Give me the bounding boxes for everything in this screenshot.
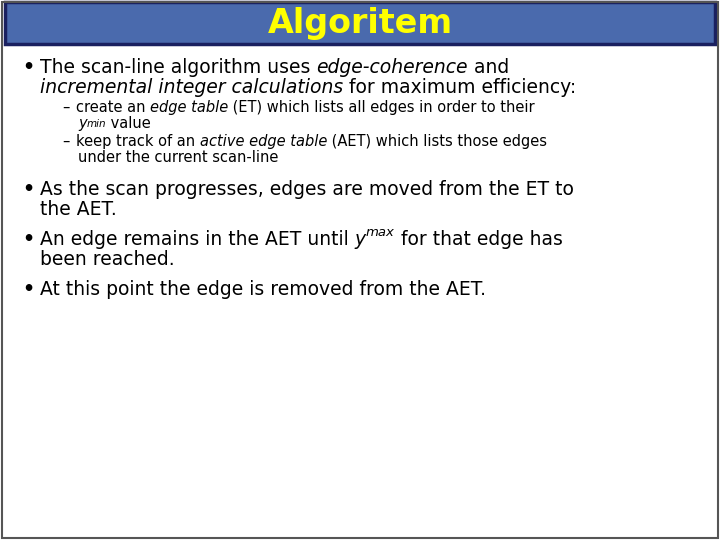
Text: create an: create an xyxy=(76,100,150,115)
Text: under the current scan-line: under the current scan-line xyxy=(78,150,279,165)
Text: for that edge has: for that edge has xyxy=(395,230,562,249)
Text: At this point the edge is removed from the AET.: At this point the edge is removed from t… xyxy=(40,280,486,299)
Text: min: min xyxy=(86,119,107,129)
Text: As the scan progresses, edges are moved from the ET to: As the scan progresses, edges are moved … xyxy=(40,180,574,199)
Text: •: • xyxy=(22,280,34,299)
Text: max: max xyxy=(366,226,395,239)
Text: keep track of an: keep track of an xyxy=(76,134,199,149)
Text: The scan-line algorithm uses: The scan-line algorithm uses xyxy=(40,58,316,77)
Text: the AET.: the AET. xyxy=(40,200,117,219)
Text: and: and xyxy=(468,58,509,77)
FancyBboxPatch shape xyxy=(5,2,715,44)
Text: edge-coherence: edge-coherence xyxy=(316,58,468,77)
Text: •: • xyxy=(22,230,34,249)
Text: –: – xyxy=(62,134,69,149)
Text: y: y xyxy=(78,116,86,131)
Text: active edge table: active edge table xyxy=(199,134,327,149)
Text: –: – xyxy=(62,100,69,115)
Text: An edge remains in the AET until: An edge remains in the AET until xyxy=(40,230,355,249)
Text: y: y xyxy=(355,230,366,249)
Text: been reached.: been reached. xyxy=(40,250,175,269)
Text: for maximum efficiency:: for maximum efficiency: xyxy=(343,78,577,97)
Text: Algoritem: Algoritem xyxy=(267,6,453,39)
Text: edge table: edge table xyxy=(150,100,228,115)
Text: incremental integer calculations: incremental integer calculations xyxy=(40,78,343,97)
Text: •: • xyxy=(22,180,34,199)
Text: value: value xyxy=(107,116,151,131)
Text: (AET) which lists those edges: (AET) which lists those edges xyxy=(327,134,547,149)
Text: •: • xyxy=(22,58,34,77)
Text: (ET) which lists all edges in order to their: (ET) which lists all edges in order to t… xyxy=(228,100,535,115)
